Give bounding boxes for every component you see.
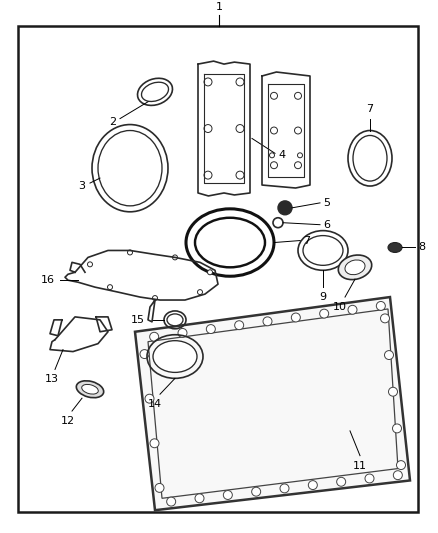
Ellipse shape: [98, 131, 162, 206]
Circle shape: [392, 424, 402, 433]
Circle shape: [278, 201, 292, 215]
Circle shape: [204, 125, 212, 133]
Text: 13: 13: [45, 374, 59, 384]
Circle shape: [294, 161, 301, 168]
Circle shape: [178, 328, 187, 337]
Circle shape: [236, 125, 244, 133]
Circle shape: [308, 481, 318, 489]
Text: 15: 15: [131, 315, 145, 325]
Circle shape: [236, 78, 244, 86]
Text: 7: 7: [303, 236, 310, 246]
Circle shape: [208, 270, 212, 274]
Circle shape: [145, 394, 154, 403]
Circle shape: [294, 127, 301, 134]
Circle shape: [150, 332, 159, 341]
Ellipse shape: [345, 260, 365, 274]
Text: 8: 8: [418, 243, 425, 253]
Circle shape: [152, 296, 158, 301]
Circle shape: [376, 302, 385, 310]
Ellipse shape: [167, 314, 183, 326]
Circle shape: [235, 321, 244, 330]
Text: 5: 5: [323, 198, 330, 208]
Circle shape: [206, 325, 215, 334]
Ellipse shape: [82, 384, 98, 394]
Circle shape: [88, 262, 92, 267]
Ellipse shape: [195, 218, 265, 268]
Text: 4: 4: [278, 150, 285, 160]
Text: 3: 3: [78, 181, 85, 191]
Text: 1: 1: [215, 2, 223, 12]
Ellipse shape: [153, 341, 197, 373]
Circle shape: [320, 309, 328, 318]
Text: 11: 11: [353, 461, 367, 471]
Circle shape: [269, 153, 275, 158]
Text: 12: 12: [61, 416, 75, 426]
Circle shape: [140, 350, 149, 359]
Text: 10: 10: [333, 302, 347, 312]
Circle shape: [204, 78, 212, 86]
Circle shape: [195, 494, 204, 503]
Text: 14: 14: [148, 399, 162, 409]
Ellipse shape: [141, 82, 169, 101]
Circle shape: [271, 92, 278, 99]
Circle shape: [273, 218, 283, 228]
Circle shape: [365, 474, 374, 483]
Circle shape: [252, 487, 261, 496]
Circle shape: [127, 250, 133, 255]
Text: 9: 9: [319, 292, 327, 302]
Circle shape: [297, 153, 303, 158]
Circle shape: [291, 313, 300, 322]
Circle shape: [150, 439, 159, 448]
Text: 6: 6: [323, 220, 330, 230]
Circle shape: [223, 490, 232, 499]
Circle shape: [173, 255, 177, 260]
Text: 16: 16: [41, 275, 55, 285]
Circle shape: [348, 305, 357, 314]
Circle shape: [198, 289, 202, 295]
Circle shape: [263, 317, 272, 326]
Circle shape: [280, 484, 289, 493]
Circle shape: [393, 471, 403, 480]
Circle shape: [236, 171, 244, 179]
Polygon shape: [135, 297, 410, 510]
Ellipse shape: [76, 381, 104, 398]
Circle shape: [381, 314, 389, 323]
Ellipse shape: [388, 243, 402, 253]
Circle shape: [107, 285, 113, 289]
Circle shape: [204, 171, 212, 179]
Text: 2: 2: [110, 117, 117, 127]
Circle shape: [396, 461, 406, 470]
Circle shape: [389, 387, 398, 396]
Circle shape: [337, 478, 346, 486]
Circle shape: [271, 127, 278, 134]
Circle shape: [155, 483, 164, 492]
Ellipse shape: [353, 135, 387, 181]
Circle shape: [294, 92, 301, 99]
Circle shape: [271, 161, 278, 168]
Circle shape: [167, 497, 176, 506]
Circle shape: [385, 351, 393, 360]
Text: 7: 7: [367, 103, 374, 114]
Ellipse shape: [338, 255, 372, 280]
Ellipse shape: [303, 236, 343, 265]
